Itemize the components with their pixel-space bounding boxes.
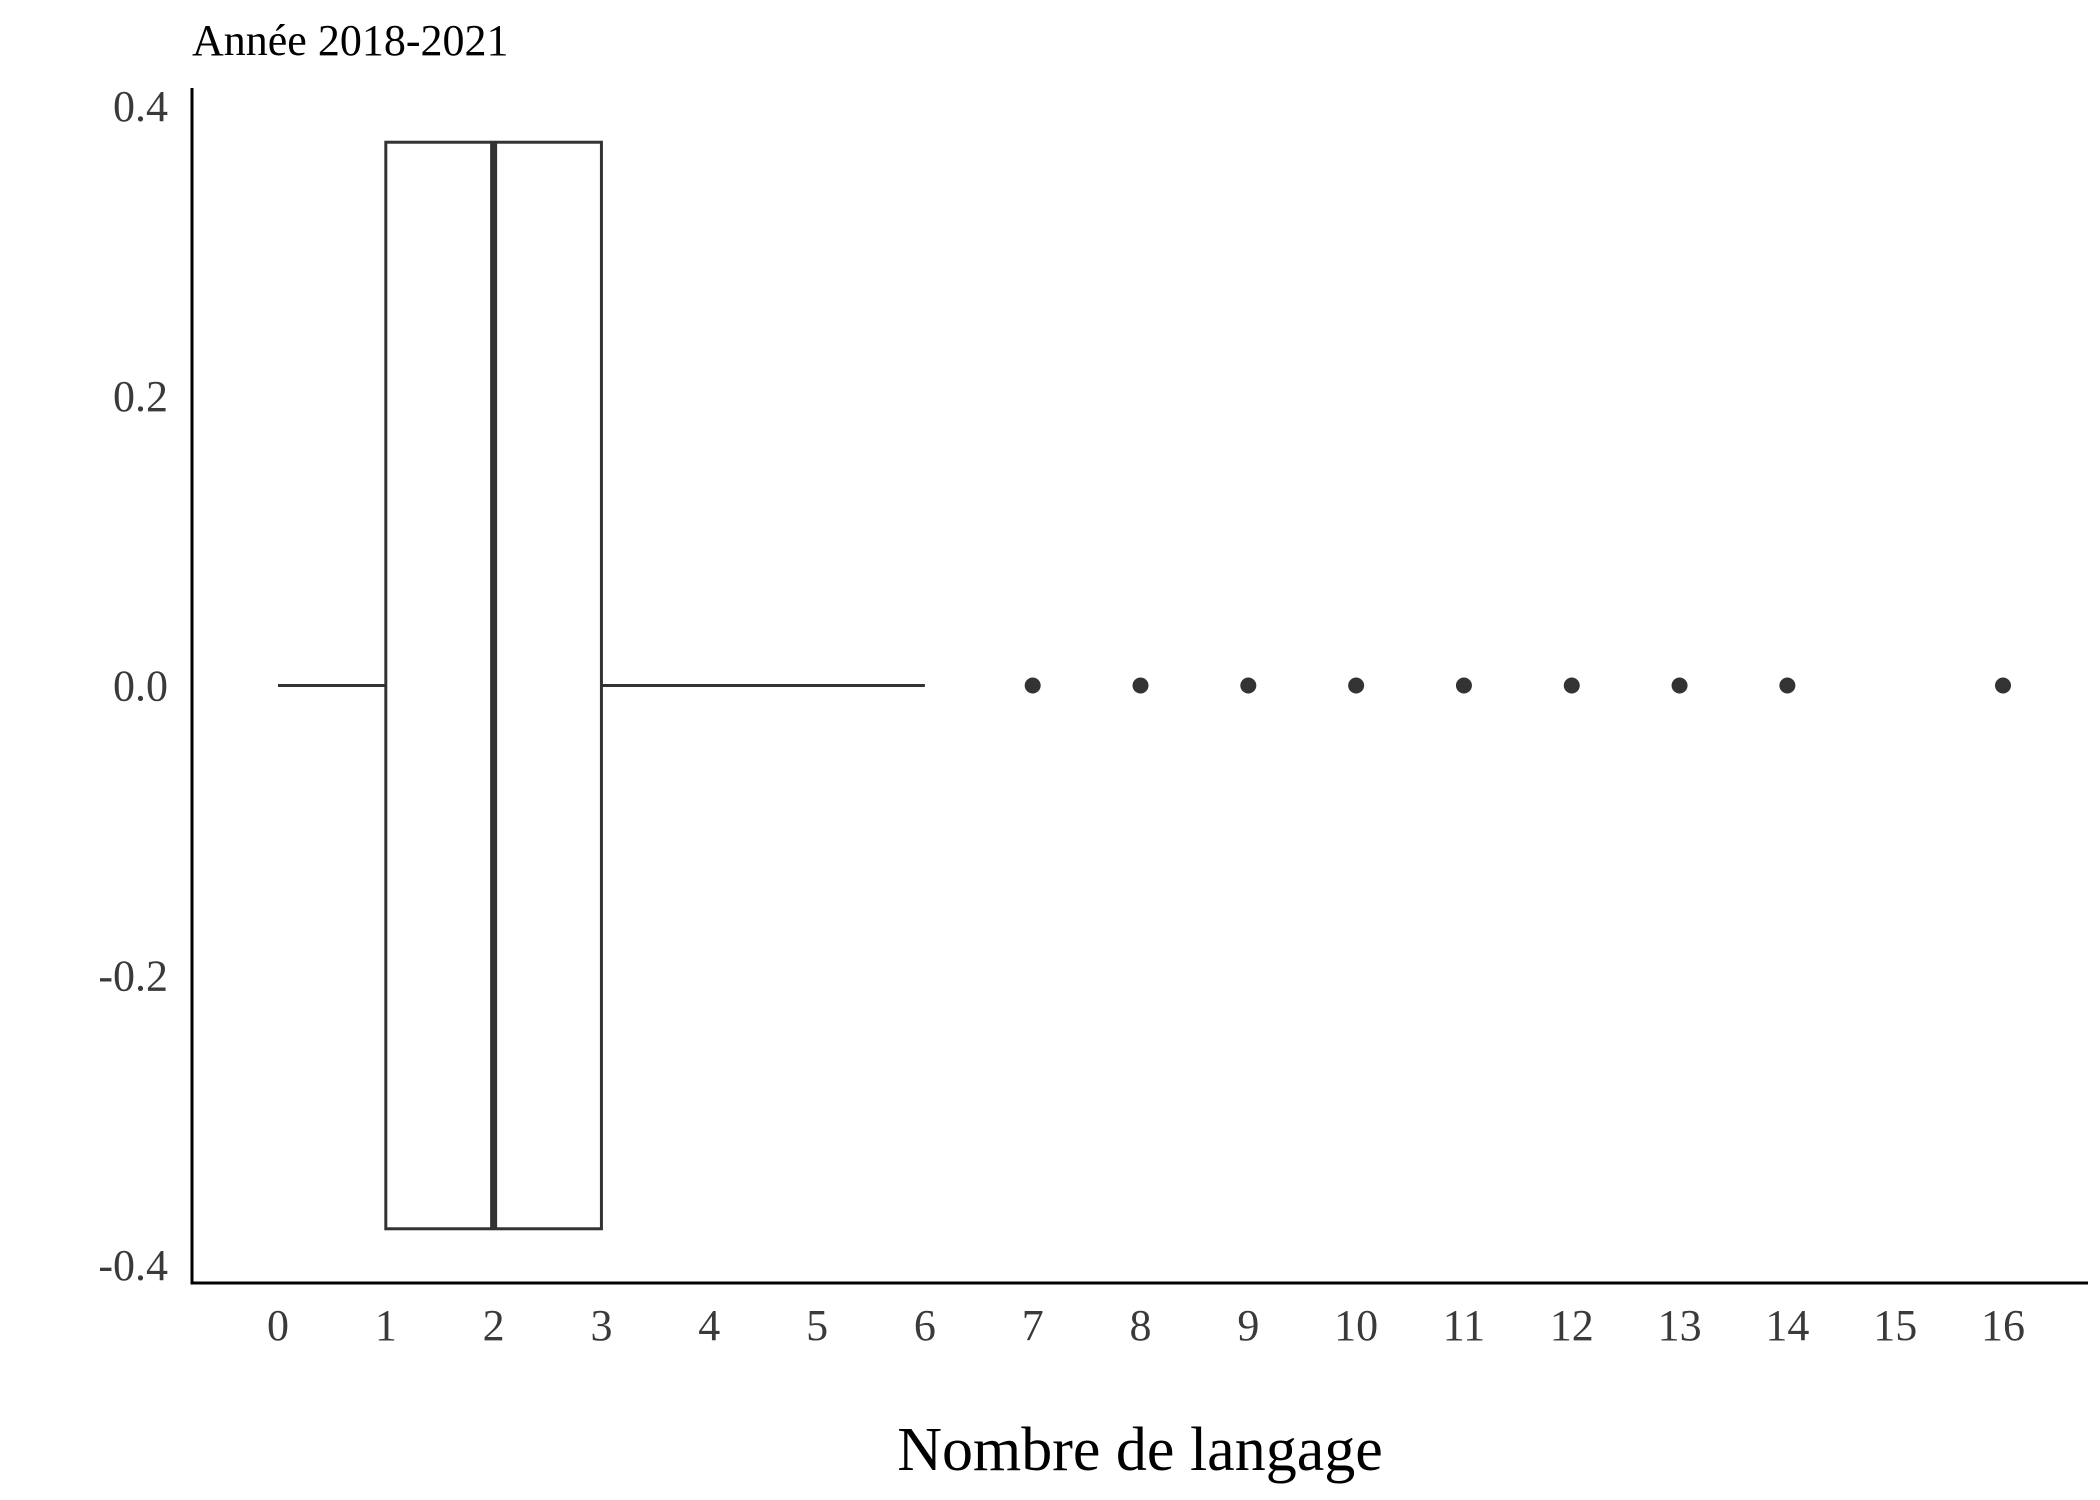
x-tick-label: 1 bbox=[375, 1301, 397, 1350]
x-tick-label: 14 bbox=[1765, 1301, 1809, 1350]
chart-title: Année 2018-2021 bbox=[192, 16, 509, 65]
y-tick-label: 0.0 bbox=[113, 662, 168, 711]
plot-area: 0.40.20.0-0.2-0.40 1 2 3 4 5 6 7 8 9 10 11 12 13 14 15 1… bbox=[98, 82, 2088, 1350]
x-tick-label: 16 bbox=[1981, 1301, 2025, 1350]
x-tick-label: 13 bbox=[1658, 1301, 1702, 1350]
x-tick-label: 10 bbox=[1334, 1301, 1378, 1350]
x-axis-label: Nombre de langage bbox=[897, 1416, 1382, 1484]
outlier-point bbox=[1779, 677, 1796, 694]
x-tick-label: 4 bbox=[698, 1301, 720, 1350]
outlier-point bbox=[1240, 677, 1257, 694]
outlier-point bbox=[1563, 677, 1580, 694]
y-tick-label: -0.2 bbox=[98, 951, 168, 1000]
x-tick-label: 6 bbox=[914, 1301, 936, 1350]
y-tick-label: -0.4 bbox=[98, 1241, 168, 1290]
y-tick-label: 0.2 bbox=[113, 372, 168, 421]
outlier-point bbox=[1455, 677, 1472, 694]
y-tick-label: 0.4 bbox=[113, 82, 168, 131]
outlier-point bbox=[1132, 677, 1149, 694]
outlier-point bbox=[1995, 677, 2011, 694]
x-tick-label: 9 bbox=[1237, 1301, 1259, 1350]
outlier-point bbox=[1024, 677, 1041, 694]
x-tick-label: 3 bbox=[590, 1301, 612, 1350]
x-tick-label: 0 bbox=[267, 1301, 289, 1350]
x-tick-label: 11 bbox=[1443, 1301, 1485, 1350]
x-tick-label: 15 bbox=[1873, 1301, 1917, 1350]
x-tick-label: 5 bbox=[806, 1301, 828, 1350]
outlier-point bbox=[1671, 677, 1688, 694]
x-tick-label: 7 bbox=[1022, 1301, 1044, 1350]
outlier-point bbox=[1348, 677, 1365, 694]
x-tick-label: 12 bbox=[1550, 1301, 1594, 1350]
x-tick-label: 8 bbox=[1130, 1301, 1152, 1350]
x-tick-label: 2 bbox=[483, 1301, 505, 1350]
